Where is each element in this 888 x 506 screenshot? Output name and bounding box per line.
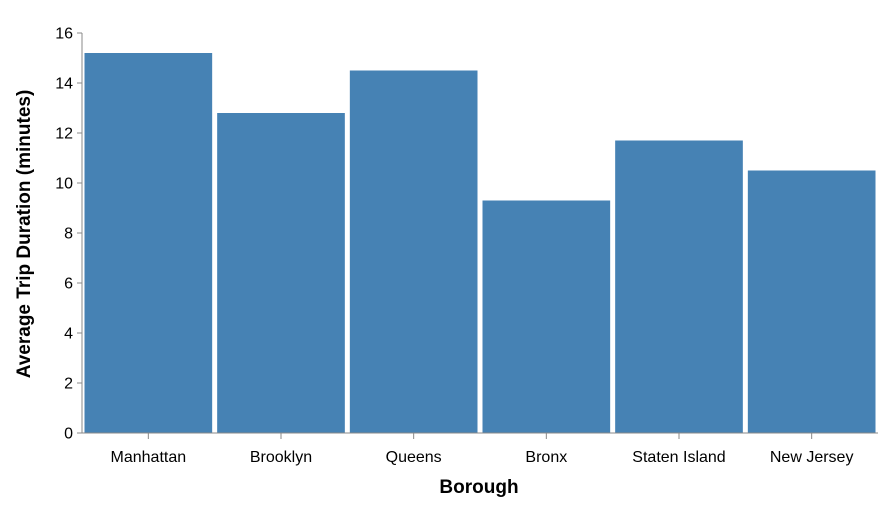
x-tick-label: Manhattan [111, 449, 187, 466]
x-tick-label: Brooklyn [250, 449, 312, 466]
x-tick-label: New Jersey [770, 449, 854, 466]
bar-new-jersey [747, 170, 876, 433]
x-axis-title: Borough [439, 477, 518, 498]
bars-layer [84, 53, 876, 433]
x-axis: Manhattan Brooklyn Queens Bronx Staten Islan… [82, 432, 878, 466]
y-axis-title: Average Trip Duration (minutes) [14, 90, 35, 379]
y-tick-label: 12 [55, 126, 73, 143]
y-tick-label: 4 [64, 326, 73, 343]
y-tick-label: 8 [64, 226, 73, 243]
y-tick-label: 14 [55, 76, 73, 93]
x-tick-label: Queens [386, 449, 442, 466]
y-tick-label: 0 [64, 426, 73, 443]
x-tick-label: Bronx [525, 449, 567, 466]
bar-brooklyn [217, 113, 345, 433]
x-tick-label: Staten Island [632, 449, 725, 466]
y-tick-label: 10 [55, 176, 73, 193]
bar-staten-island [615, 140, 743, 433]
bar-bronx [482, 200, 611, 433]
y-tick-label: 16 [55, 26, 73, 43]
y-tick-label: 6 [64, 276, 73, 293]
bar-manhattan [84, 53, 213, 433]
bar-queens [349, 70, 478, 433]
y-tick-label: 2 [64, 376, 73, 393]
y-axis: 0 2 4 6 8 10 12 14 16 [55, 26, 83, 443]
